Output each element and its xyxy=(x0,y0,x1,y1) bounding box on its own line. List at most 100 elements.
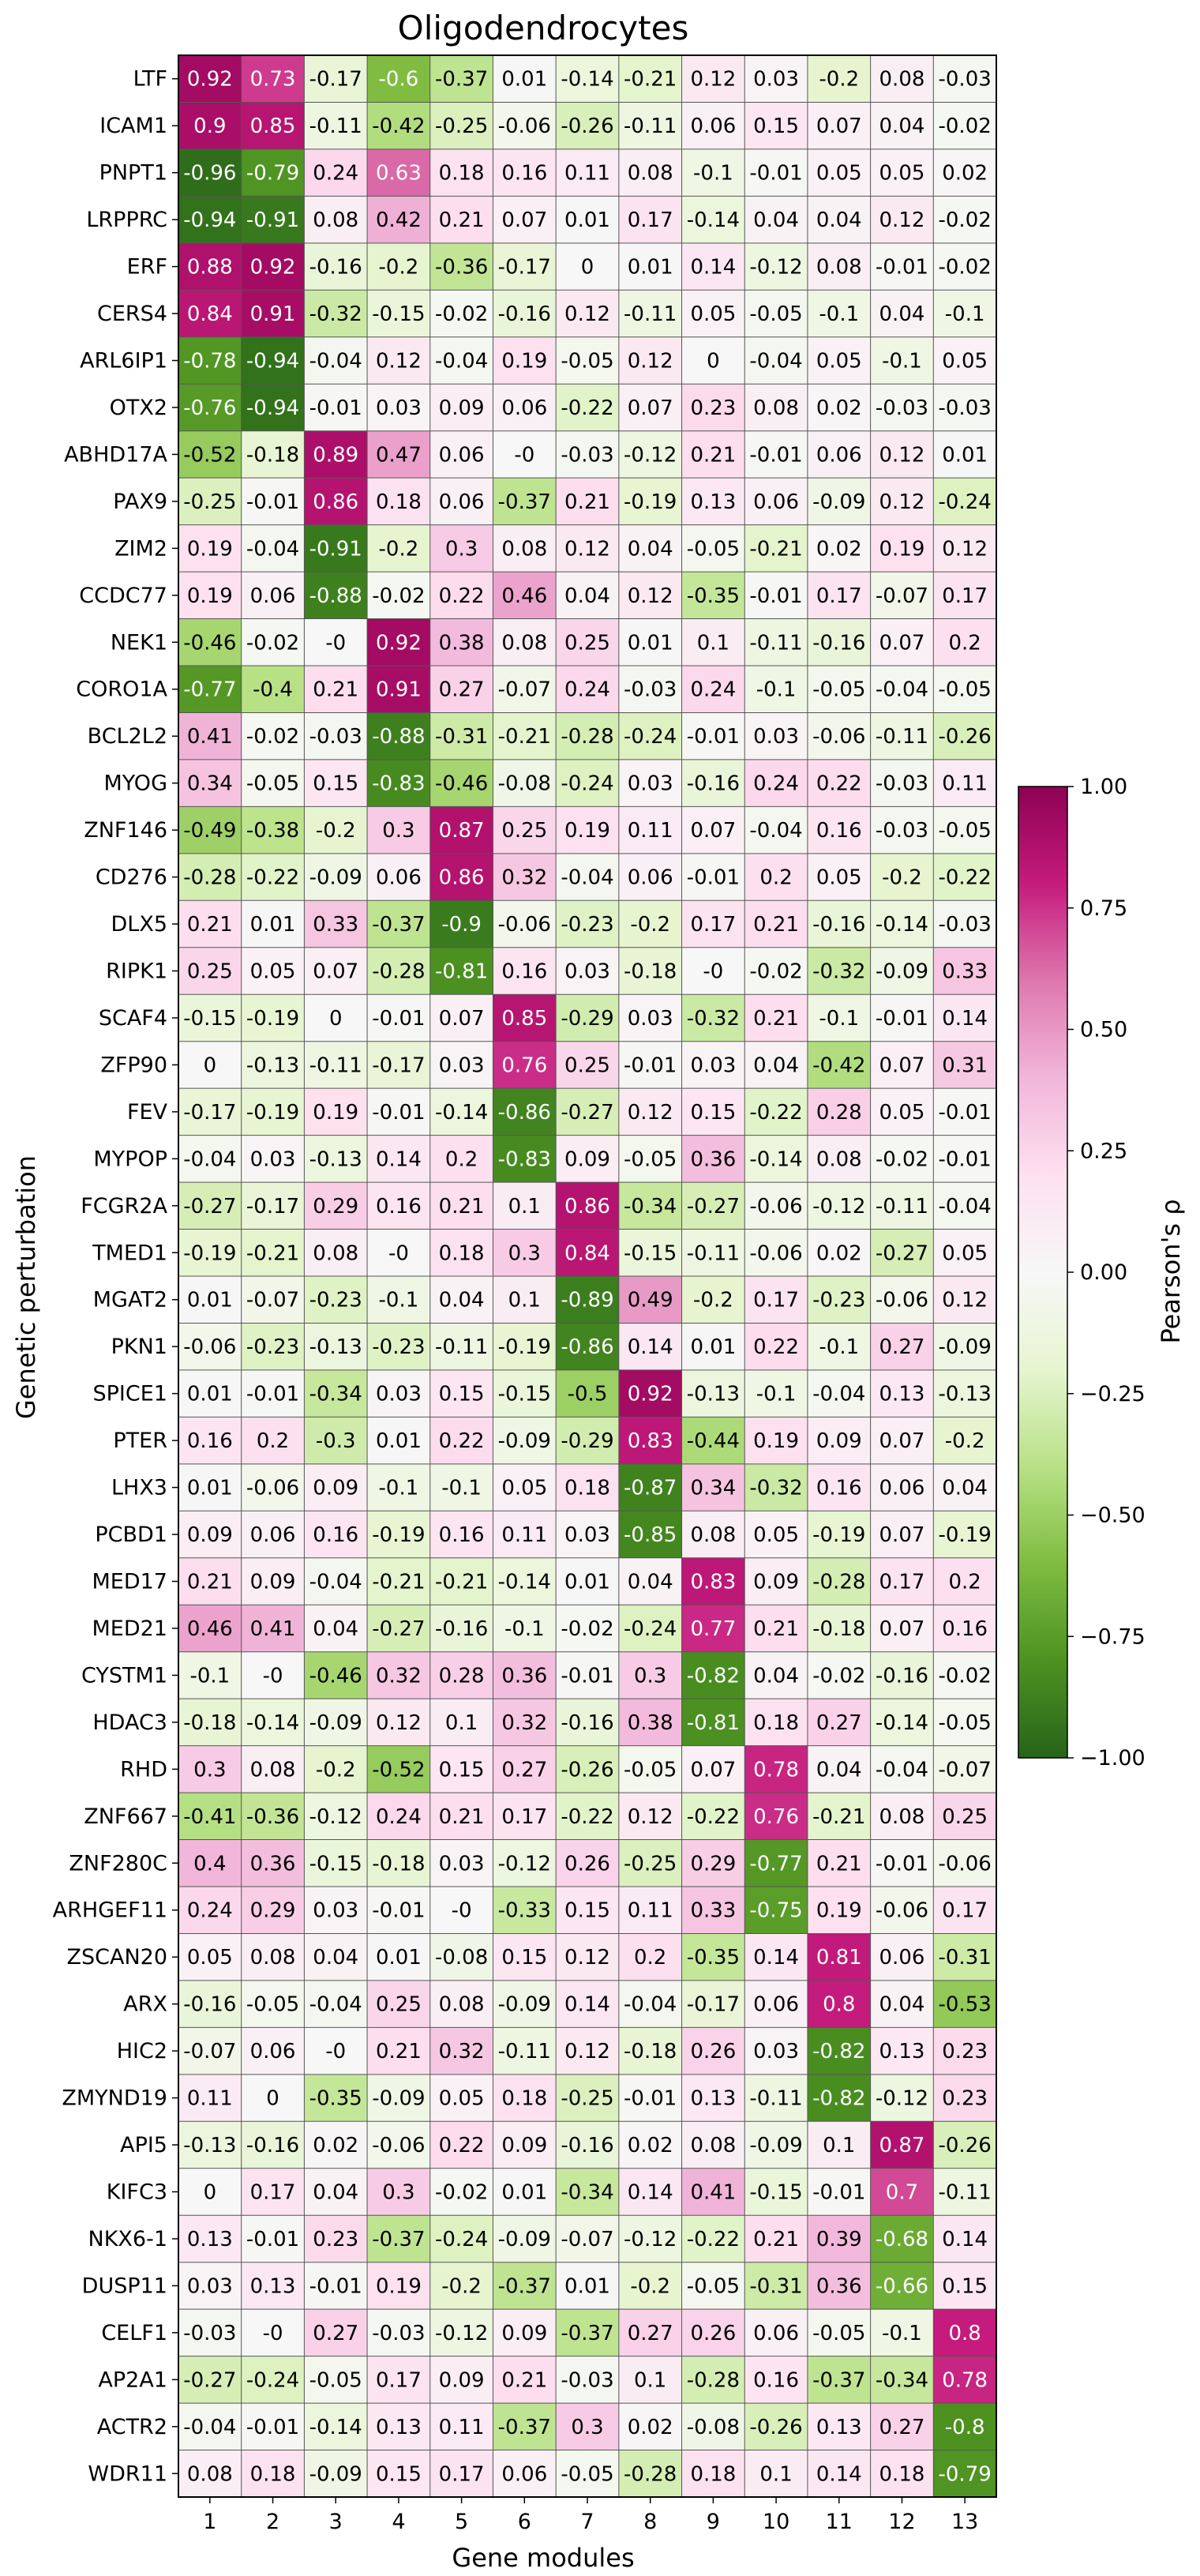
cell-value-label: -0.42 xyxy=(372,115,425,138)
cell-value-label: -0 xyxy=(263,1664,283,1688)
heatmap-cell xyxy=(178,196,242,243)
cell-value-label: 0.12 xyxy=(690,68,736,92)
y-tick-label: ZNF280C xyxy=(69,1851,167,1876)
heatmap-cell xyxy=(241,2168,305,2216)
colorbar-tick-label: −1.00 xyxy=(1080,1746,1146,1771)
y-tick-label: RIPK1 xyxy=(106,959,167,984)
heatmap-cell xyxy=(241,1323,305,1370)
cell-value-label: -0 xyxy=(263,2322,283,2345)
heatmap-cell xyxy=(429,2168,493,2216)
cell-value-label: -0.88 xyxy=(309,584,362,608)
cell-value-label: -0.18 xyxy=(183,1711,236,1735)
cell-value-label: 0.17 xyxy=(250,2181,296,2205)
heatmap-cell xyxy=(681,2215,745,2262)
heatmap-cell xyxy=(744,2356,808,2404)
cell-value-label: 0.29 xyxy=(250,1899,296,1923)
cell-value-label: -0.14 xyxy=(561,68,613,92)
cell-value-label: 0.05 xyxy=(942,350,988,374)
cell-value-label: 0.27 xyxy=(439,678,485,702)
cell-value-label: 0.81 xyxy=(816,1946,862,1970)
heatmap-cell xyxy=(429,1417,493,1464)
heatmap-cell xyxy=(870,1980,934,2028)
cell-value-label: 0.19 xyxy=(376,2274,422,2298)
heatmap-cell xyxy=(367,55,430,103)
x-axis-label: Gene modules xyxy=(452,2543,634,2573)
cell-value-label: -0.37 xyxy=(372,2228,425,2251)
heatmap-cell xyxy=(493,1463,557,1511)
heatmap-cell xyxy=(681,1276,745,1324)
cell-value-label: 0.03 xyxy=(628,772,673,796)
cell-value-label: -0.15 xyxy=(309,1852,362,1876)
colorbar-tick-label: 0.50 xyxy=(1080,1018,1127,1042)
cell-value-label: -0.17 xyxy=(687,1993,740,2017)
cell-value-label: 0.3 xyxy=(382,2181,414,2205)
y-tick-label: ZIM2 xyxy=(114,536,167,561)
heatmap-cell xyxy=(744,947,808,995)
cell-value-label: 0.1 xyxy=(508,1289,541,1312)
cell-value-label: 0.1 xyxy=(508,1195,541,1219)
heatmap-cell xyxy=(744,853,808,901)
heatmap-cell xyxy=(681,1605,745,1652)
heatmap-cell xyxy=(807,290,871,337)
cell-value-label: 0.16 xyxy=(816,819,862,843)
cell-value-label: -0.09 xyxy=(498,1993,551,2017)
heatmap-cell xyxy=(744,1605,808,1652)
heatmap-cell xyxy=(618,1651,682,1699)
heatmap-cell xyxy=(618,478,682,525)
heatmap-cell xyxy=(933,1276,996,1324)
heatmap-cell xyxy=(241,336,305,385)
heatmap-cell xyxy=(933,242,996,291)
heatmap-cell xyxy=(178,2403,242,2450)
heatmap-cell xyxy=(241,2403,305,2450)
cell-value-label: -0.22 xyxy=(749,1101,802,1125)
heatmap-cell xyxy=(304,1229,368,1276)
heatmap-cell xyxy=(493,1933,557,1981)
cell-value-label: -0.16 xyxy=(246,2134,299,2157)
cell-value-label: -0.14 xyxy=(246,1711,299,1735)
heatmap-cell xyxy=(178,1276,242,1324)
cell-value-label: 0.21 xyxy=(753,1007,799,1031)
cell-value-label: -0.16 xyxy=(183,1993,236,2017)
cell-value-label: 0.18 xyxy=(376,490,422,514)
heatmap-cell xyxy=(304,1323,368,1370)
heatmap-cell xyxy=(556,1839,619,1887)
heatmap-cell xyxy=(367,1323,430,1370)
cell-value-label: 0.19 xyxy=(313,1101,358,1125)
heatmap-cell xyxy=(681,148,745,197)
cell-value-label: -0.94 xyxy=(183,208,236,232)
heatmap-cell xyxy=(618,1887,682,1934)
heatmap-cell xyxy=(304,853,368,901)
cell-value-label: 0.16 xyxy=(439,1523,485,1547)
cell-value-label: 0.11 xyxy=(501,1523,547,1547)
y-tick-label: KIFC3 xyxy=(107,2180,167,2205)
cell-value-label: 0 xyxy=(204,2181,217,2205)
cell-value-label: -0.2 xyxy=(316,819,356,843)
heatmap-cell xyxy=(744,2403,808,2450)
cell-value-label: -0.05 xyxy=(561,350,613,374)
cell-value-label: -0.33 xyxy=(498,1899,551,1923)
cell-value-label: 0.15 xyxy=(376,2462,422,2486)
heatmap-cell xyxy=(618,1839,682,1887)
heatmap-cell xyxy=(744,1745,808,1793)
heatmap-cell xyxy=(429,290,493,337)
cell-value-label: 0.29 xyxy=(313,1195,358,1219)
cell-value-label: -0.2 xyxy=(693,1289,733,1312)
cell-value-label: 0.29 xyxy=(690,1852,736,1876)
heatmap-cell xyxy=(367,2450,430,2497)
heatmap-cell xyxy=(870,1793,934,1840)
cell-value-label: -0.01 xyxy=(246,490,299,514)
cell-value-label: -0.01 xyxy=(372,1899,425,1923)
heatmap-cell xyxy=(933,1980,996,2028)
cell-value-label: 0.21 xyxy=(376,2040,422,2063)
heatmap-cell xyxy=(304,2450,368,2497)
cell-value-label: 0.07 xyxy=(501,208,547,232)
heatmap-cell xyxy=(556,1933,619,1981)
heatmap-cell xyxy=(933,1839,996,1887)
heatmap-cell xyxy=(807,384,871,431)
cell-value-label: 0.12 xyxy=(942,1289,988,1312)
heatmap-cell xyxy=(933,759,996,807)
cell-value-label: 0.78 xyxy=(753,1758,799,1782)
y-tick-labels: LTF ICAM1 PNPT1 LRPPRC ERF CERS4 ARL6IP1 OTX2 AB… xyxy=(53,67,178,2486)
cell-value-label: 0 xyxy=(707,350,720,374)
heatmap-cell xyxy=(429,1276,493,1324)
